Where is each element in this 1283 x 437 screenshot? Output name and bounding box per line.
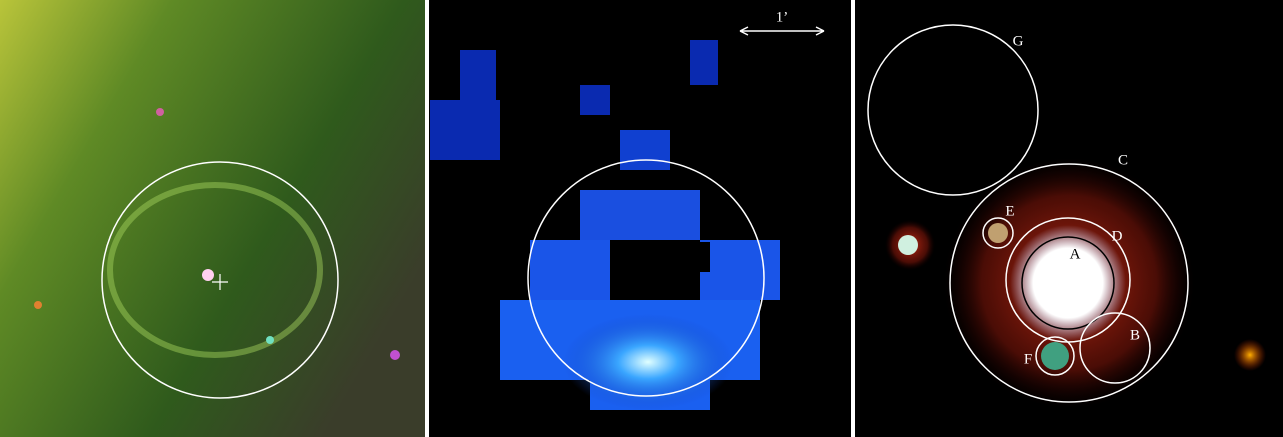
star: [156, 108, 164, 116]
point-source: [1041, 342, 1069, 370]
optical-panel: [0, 0, 425, 437]
bright-core: [1010, 225, 1126, 341]
panel-background: [0, 0, 425, 437]
region-label: E: [1005, 203, 1014, 219]
region-label: F: [1024, 351, 1032, 367]
region-label: D: [1112, 228, 1123, 244]
region-label: C: [1118, 152, 1128, 168]
star: [34, 301, 42, 309]
xray-color-panel: A B C D E F G: [855, 0, 1283, 437]
star: [266, 336, 274, 344]
point-source: [898, 235, 918, 255]
dark-gap: [610, 242, 710, 272]
region-label: B: [1130, 327, 1140, 343]
region-label: A: [1070, 246, 1081, 262]
point-source: [988, 223, 1008, 243]
star: [390, 350, 400, 360]
region-label: G: [1013, 33, 1024, 49]
point-source: [1234, 339, 1266, 371]
figure: 1’ A B C D E F G: [0, 0, 1283, 437]
xray-soft-panel: 1’: [429, 0, 851, 437]
star: [202, 269, 214, 281]
scale-bar-label: 1’: [776, 9, 789, 25]
